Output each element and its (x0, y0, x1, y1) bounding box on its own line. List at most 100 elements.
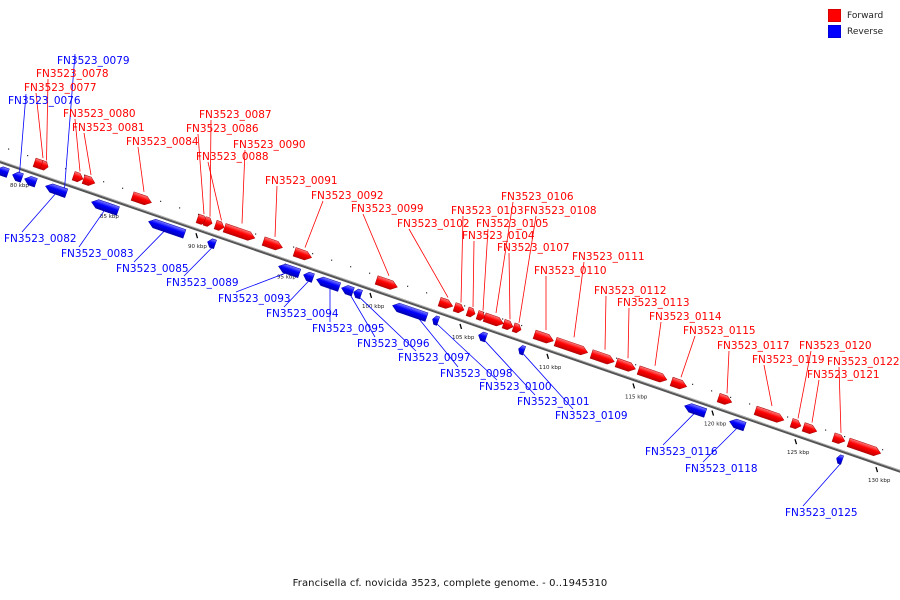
gene-forward[interactable] (553, 336, 589, 357)
gene-forward[interactable] (716, 393, 733, 406)
gene-label[interactable]: FN3523_0091 (265, 175, 338, 187)
reverse-arrow (207, 238, 217, 250)
gene-label[interactable]: FN3523_0114 (649, 311, 722, 323)
gene-forward[interactable] (39, 160, 50, 172)
gene-label[interactable]: FN3523_0076 (8, 95, 81, 107)
gene-label[interactable]: FN3523_0111 (572, 251, 645, 263)
gene-reverse[interactable] (391, 301, 429, 322)
gene-label[interactable]: FN3523_0109 (555, 410, 628, 422)
gene-label[interactable]: FN3523_0103 (451, 205, 524, 217)
gene-reverse[interactable] (302, 271, 315, 283)
gene-reverse[interactable] (340, 284, 355, 297)
gene-forward[interactable] (532, 329, 555, 345)
gene-reverse[interactable] (206, 238, 217, 250)
reverse-arrow (341, 285, 355, 297)
gene-forward[interactable] (292, 247, 313, 262)
gene-label[interactable]: FN3523_0089 (166, 277, 239, 289)
gene-label[interactable]: FN3523_0113 (617, 297, 690, 309)
gene-label[interactable]: FN3523_0102 (397, 218, 470, 230)
gene-label[interactable]: FN3523_0122 (827, 356, 900, 368)
gene-reverse[interactable] (23, 175, 38, 188)
gene-label[interactable]: FN3523_0095 (312, 323, 385, 335)
gene-label[interactable]: FN3523_0079 (57, 55, 130, 67)
gene-forward[interactable] (437, 297, 454, 310)
gene-label[interactable]: FN3523_0101 (517, 396, 590, 408)
gene-label[interactable]: FN3523_0093 (218, 293, 291, 305)
gene-reverse[interactable] (352, 288, 363, 300)
gene-forward[interactable] (753, 405, 785, 424)
gene-reverse[interactable] (11, 171, 24, 183)
gene-forward[interactable] (511, 322, 522, 334)
gene-forward[interactable] (374, 275, 399, 292)
gene-label[interactable]: FN3523_0099 (351, 203, 424, 215)
gene-label[interactable]: FN3523_0110 (534, 265, 607, 277)
gene-label[interactable]: FN3523_0105 (476, 218, 549, 230)
gene-label[interactable]: FN3523_0097 (398, 352, 471, 364)
gene-label[interactable]: FN3523_0119 (752, 354, 825, 366)
gene-forward[interactable] (130, 191, 153, 207)
gene-forward[interactable] (202, 216, 213, 228)
gene-label[interactable]: FN3523_0098 (440, 368, 513, 380)
gene-label[interactable]: FN3523_0077 (24, 82, 97, 94)
gene-forward[interactable] (475, 310, 486, 321)
gene-label[interactable]: FN3523_0117 (717, 340, 790, 352)
gene-label[interactable]: FN3523_0107 (497, 242, 570, 254)
gene-label[interactable]: FN3523_0080 (63, 108, 136, 120)
track-dot (464, 305, 466, 307)
gene-reverse[interactable] (477, 331, 488, 343)
gene-forward[interactable] (501, 319, 514, 331)
gene-reverse[interactable] (728, 417, 747, 432)
gene-forward[interactable] (831, 432, 846, 445)
gene-label[interactable]: FN3523_0121 (807, 369, 880, 381)
gene-forward[interactable] (71, 171, 84, 184)
gene-reverse[interactable] (431, 315, 440, 326)
gene-forward[interactable] (801, 422, 818, 436)
gene-label[interactable]: FN3523_0090 (233, 139, 306, 151)
gene-label[interactable]: FN3523_0120 (799, 340, 872, 352)
gene-forward[interactable] (81, 174, 96, 187)
gene-label[interactable]: FN3523_0096 (357, 338, 430, 350)
gene-label[interactable]: FN3523_0081 (72, 122, 145, 134)
gene-forward[interactable] (589, 349, 616, 366)
gene-label[interactable]: FN3523_0115 (683, 325, 756, 337)
gene-forward[interactable] (789, 418, 802, 430)
gene-reverse[interactable] (0, 165, 10, 178)
gene-reverse[interactable] (90, 198, 120, 216)
gene-label[interactable]: FN3523_0082 (4, 233, 77, 245)
gene-reverse[interactable] (835, 454, 844, 465)
gene-forward[interactable] (222, 223, 256, 242)
gene-reverse[interactable] (147, 217, 187, 239)
gene-label[interactable]: FN3523_0087 (199, 109, 272, 121)
gene-forward[interactable] (846, 437, 882, 458)
gene-forward[interactable] (213, 220, 225, 231)
gene-forward[interactable] (482, 312, 505, 328)
gene-label[interactable]: FN3523_0086 (186, 123, 259, 135)
gene-reverse[interactable] (683, 402, 708, 418)
gene-label[interactable]: FN3523_0078 (36, 68, 109, 80)
gene-reverse[interactable] (517, 345, 526, 356)
gene-label[interactable]: FN3523_0106 (501, 191, 574, 203)
forward-swatch (828, 9, 841, 22)
gene-forward[interactable] (636, 365, 668, 384)
gene-label[interactable]: FN3523_0112 (594, 285, 667, 297)
gene-forward[interactable] (452, 302, 465, 315)
gene-label[interactable]: FN3523_0083 (61, 248, 134, 260)
gene-label[interactable]: FN3523_0094 (266, 308, 339, 320)
gene-reverse[interactable] (315, 275, 342, 292)
gene-forward[interactable] (614, 357, 637, 373)
gene-label[interactable]: FN3523_0084 (126, 136, 199, 148)
gene-label[interactable]: FN3523_0100 (479, 381, 552, 393)
gene-label[interactable]: FN3523_0108 (524, 205, 597, 217)
gene-label[interactable]: FN3523_0104 (462, 230, 535, 242)
gene-label[interactable]: FN3523_0085 (116, 263, 189, 275)
gene-label[interactable]: FN3523_0118 (685, 463, 758, 475)
gene-label[interactable]: FN3523_0092 (311, 190, 384, 202)
gene-forward[interactable] (261, 236, 284, 252)
gene-label[interactable]: FN3523_0125 (785, 507, 858, 519)
gene-reverse[interactable] (277, 262, 302, 279)
gene-forward[interactable] (669, 376, 688, 391)
gene-label[interactable]: FN3523_0088 (196, 151, 269, 163)
gene-forward[interactable] (465, 306, 476, 318)
gene-label[interactable]: FN3523_0116 (645, 446, 718, 458)
gene-reverse[interactable] (44, 182, 69, 198)
